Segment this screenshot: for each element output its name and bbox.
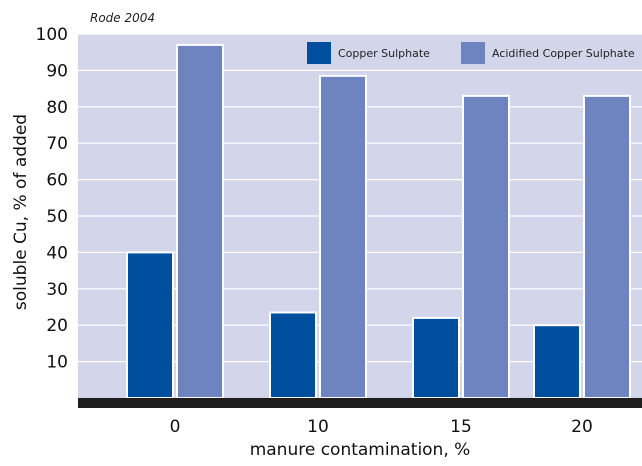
x-tick-label: 20 (571, 417, 593, 437)
source-note: Rode 2004 (90, 11, 155, 25)
legend-label: Acidified Copper Sulphate (492, 47, 635, 60)
y-tick-label: 20 (46, 316, 68, 336)
y-tick-label: 80 (46, 98, 68, 118)
bar-acidified-copper-sulphate-20 (583, 94, 631, 399)
bar-copper-sulphate-20 (533, 324, 581, 400)
y-tick-label: 10 (46, 353, 68, 373)
x-axis-label: manure contamination, % (250, 440, 471, 460)
x-tick-label: 10 (307, 417, 329, 437)
y-tick-label: 40 (46, 243, 68, 263)
legend-label: Copper Sulphate (338, 47, 430, 60)
bar-copper-sulphate-0 (126, 251, 174, 399)
bar-copper-sulphate-10 (269, 311, 317, 399)
y-tick-label: 100 (36, 25, 68, 45)
x-axis-ticks: 0 10 15 20 (170, 417, 593, 437)
x-axis-baseline (78, 398, 642, 408)
legend-swatch (307, 42, 331, 64)
y-axis-label: soluble Cu, % of added (11, 114, 31, 310)
bar-acidified-copper-sulphate-15 (462, 94, 510, 399)
y-tick-label: 60 (46, 171, 68, 191)
y-tick-label: 90 (46, 61, 68, 81)
y-tick-label: 30 (46, 280, 68, 300)
y-tick-label: 70 (46, 134, 68, 154)
bar-copper-sulphate-15 (412, 316, 460, 400)
x-tick-label: 15 (450, 417, 472, 437)
y-axis-ticks: 10 20 30 40 50 60 70 80 90 100 (36, 25, 68, 373)
legend-swatch (461, 42, 485, 64)
bar-acidified-copper-sulphate-10 (319, 74, 367, 400)
y-tick-label: 50 (46, 207, 68, 227)
legend: Copper Sulphate Acidified Copper Sulphate (307, 42, 635, 64)
bar-acidified-copper-sulphate-0 (176, 43, 224, 399)
x-tick-label: 0 (170, 417, 181, 437)
x-axis-bar (78, 398, 642, 408)
